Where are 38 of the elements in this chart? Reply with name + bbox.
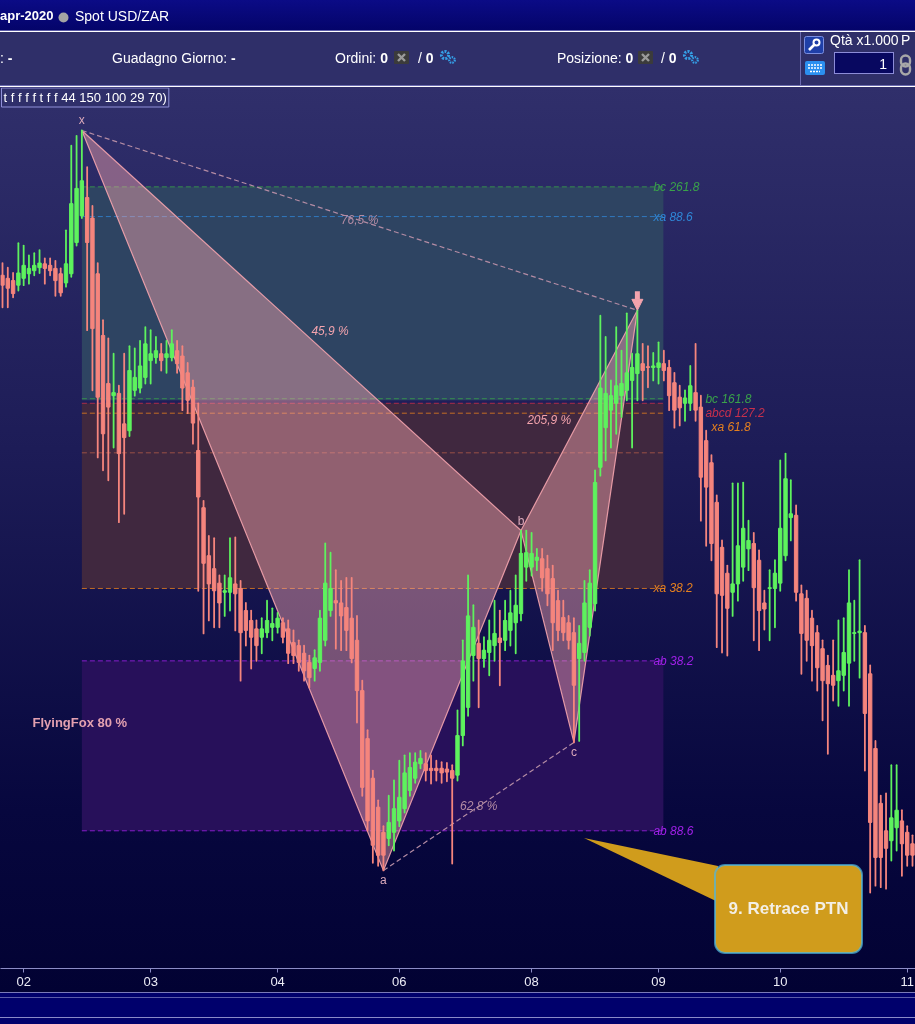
- x-tick-label: 04: [270, 973, 285, 989]
- x-tick-label: 09: [651, 973, 666, 989]
- series-label: 45,9 %: [311, 323, 350, 338]
- ref-line-label: bc 161.8: [705, 391, 752, 406]
- ref-line-label: ab 88.6: [653, 823, 694, 838]
- x-tick-label: 02: [16, 973, 31, 989]
- annotation: x: [78, 113, 85, 128]
- text: Ordini: 0: [335, 50, 388, 66]
- text: 1: [834, 52, 894, 74]
- x-tick-label: 11: [900, 973, 914, 989]
- x-tick-label: 08: [524, 973, 539, 989]
- series-label: 205,9 %: [526, 413, 572, 428]
- chart-subtitle: apr-2020: [0, 8, 54, 23]
- text: Posizione: 0: [557, 50, 634, 66]
- x-tick-label: 06: [392, 973, 407, 989]
- ref-line-label: abcd 127.2: [705, 405, 766, 420]
- text: / 0: [661, 50, 677, 66]
- annotation: a: [380, 873, 388, 888]
- annotation: b: [517, 513, 525, 528]
- text: Guadagno Giorno: -: [112, 50, 236, 66]
- ref-line-label: ab 38.2: [653, 653, 694, 668]
- ref-line-label: bc 261.8: [653, 179, 700, 194]
- series-label: 76,5 %: [340, 213, 379, 228]
- chart-title: Spot USD/ZAR: [75, 8, 170, 24]
- ref-line-label: xa 88.6: [652, 209, 694, 224]
- text: 9. Retrace PTN: [728, 897, 849, 920]
- annotation: c: [570, 745, 577, 760]
- text: / 0: [418, 50, 434, 66]
- ref-line-label: xa 61.8: [710, 419, 752, 434]
- x-tick-label: 03: [143, 973, 158, 989]
- text: : -: [0, 50, 13, 66]
- text: Qtà x1.000: [830, 32, 899, 48]
- text: P: [901, 32, 911, 48]
- ref-line-label: xa 38.2: [652, 581, 694, 596]
- annotation: FlyingFox 80 %: [32, 715, 128, 730]
- x-tick-label: 10: [773, 973, 788, 989]
- text: t f f f f t f f 44 150 100 29 70): [3, 90, 167, 105]
- series-label: 62,8 %: [459, 799, 498, 814]
